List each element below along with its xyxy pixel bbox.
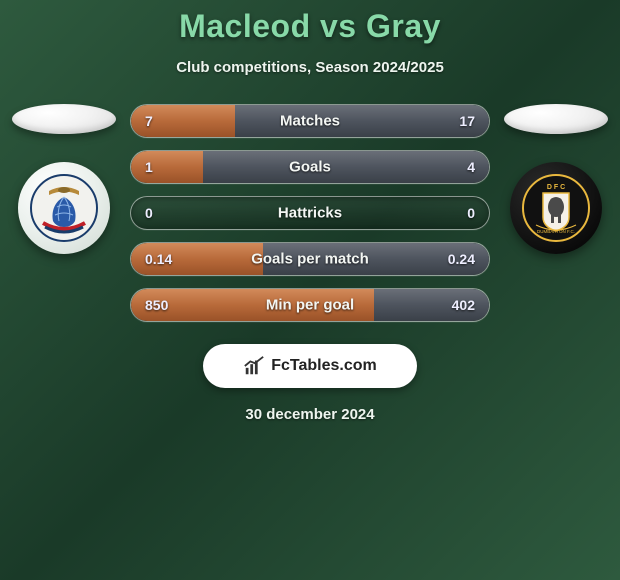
stat-value-right: 17 bbox=[459, 113, 475, 129]
svg-text:DUMBARTON F.C.: DUMBARTON F.C. bbox=[537, 229, 575, 234]
svg-text:D F C: D F C bbox=[547, 184, 565, 191]
disc-placeholder-left bbox=[12, 104, 116, 134]
brand-text: FcTables.com bbox=[271, 357, 377, 375]
crest-right-icon: D F C DUMBARTON F.C. bbox=[521, 173, 591, 243]
stat-value-right: 0 bbox=[467, 205, 475, 221]
inverness-crest bbox=[18, 162, 110, 254]
stat-value-right: 402 bbox=[452, 297, 475, 313]
stat-label: Min per goal bbox=[266, 297, 354, 314]
stat-row: 1 Goals 4 bbox=[130, 150, 490, 184]
stat-value-left: 1 bbox=[145, 159, 153, 175]
stat-value-left: 0.14 bbox=[145, 251, 172, 267]
page-title: Macleod vs Gray bbox=[0, 8, 620, 45]
stat-value-right: 0.24 bbox=[448, 251, 475, 267]
comparison-card: Macleod vs Gray Club competitions, Seaso… bbox=[0, 0, 620, 423]
stat-row: 0 Hattricks 0 bbox=[130, 196, 490, 230]
stat-value-right: 4 bbox=[467, 159, 475, 175]
subtitle: Club competitions, Season 2024/2025 bbox=[0, 59, 620, 76]
stat-row: 850 Min per goal 402 bbox=[130, 288, 490, 322]
stat-value-left: 0 bbox=[145, 205, 153, 221]
bar-right bbox=[235, 105, 489, 137]
brand-link[interactable]: FcTables.com bbox=[203, 344, 417, 388]
stats-column: 7 Matches 17 1 Goals 4 0 Hattricks 0 bbox=[130, 104, 490, 322]
date-text: 30 december 2024 bbox=[0, 406, 620, 423]
stat-label: Hattricks bbox=[278, 205, 342, 222]
stat-row: 0.14 Goals per match 0.24 bbox=[130, 242, 490, 276]
disc-placeholder-right bbox=[504, 104, 608, 134]
stat-row: 7 Matches 17 bbox=[130, 104, 490, 138]
stat-label: Matches bbox=[280, 113, 340, 130]
left-side bbox=[8, 104, 120, 254]
stat-label: Goals bbox=[289, 159, 331, 176]
bar-right bbox=[203, 151, 489, 183]
crest-left-icon bbox=[29, 173, 99, 243]
main-area: 7 Matches 17 1 Goals 4 0 Hattricks 0 bbox=[0, 104, 620, 322]
right-side: D F C DUMBARTON F.C. bbox=[500, 104, 612, 254]
dumbarton-crest: D F C DUMBARTON F.C. bbox=[510, 162, 602, 254]
stat-value-left: 850 bbox=[145, 297, 168, 313]
stat-label: Goals per match bbox=[251, 251, 369, 268]
bar-left bbox=[131, 151, 203, 183]
chart-icon bbox=[243, 355, 265, 377]
stat-value-left: 7 bbox=[145, 113, 153, 129]
